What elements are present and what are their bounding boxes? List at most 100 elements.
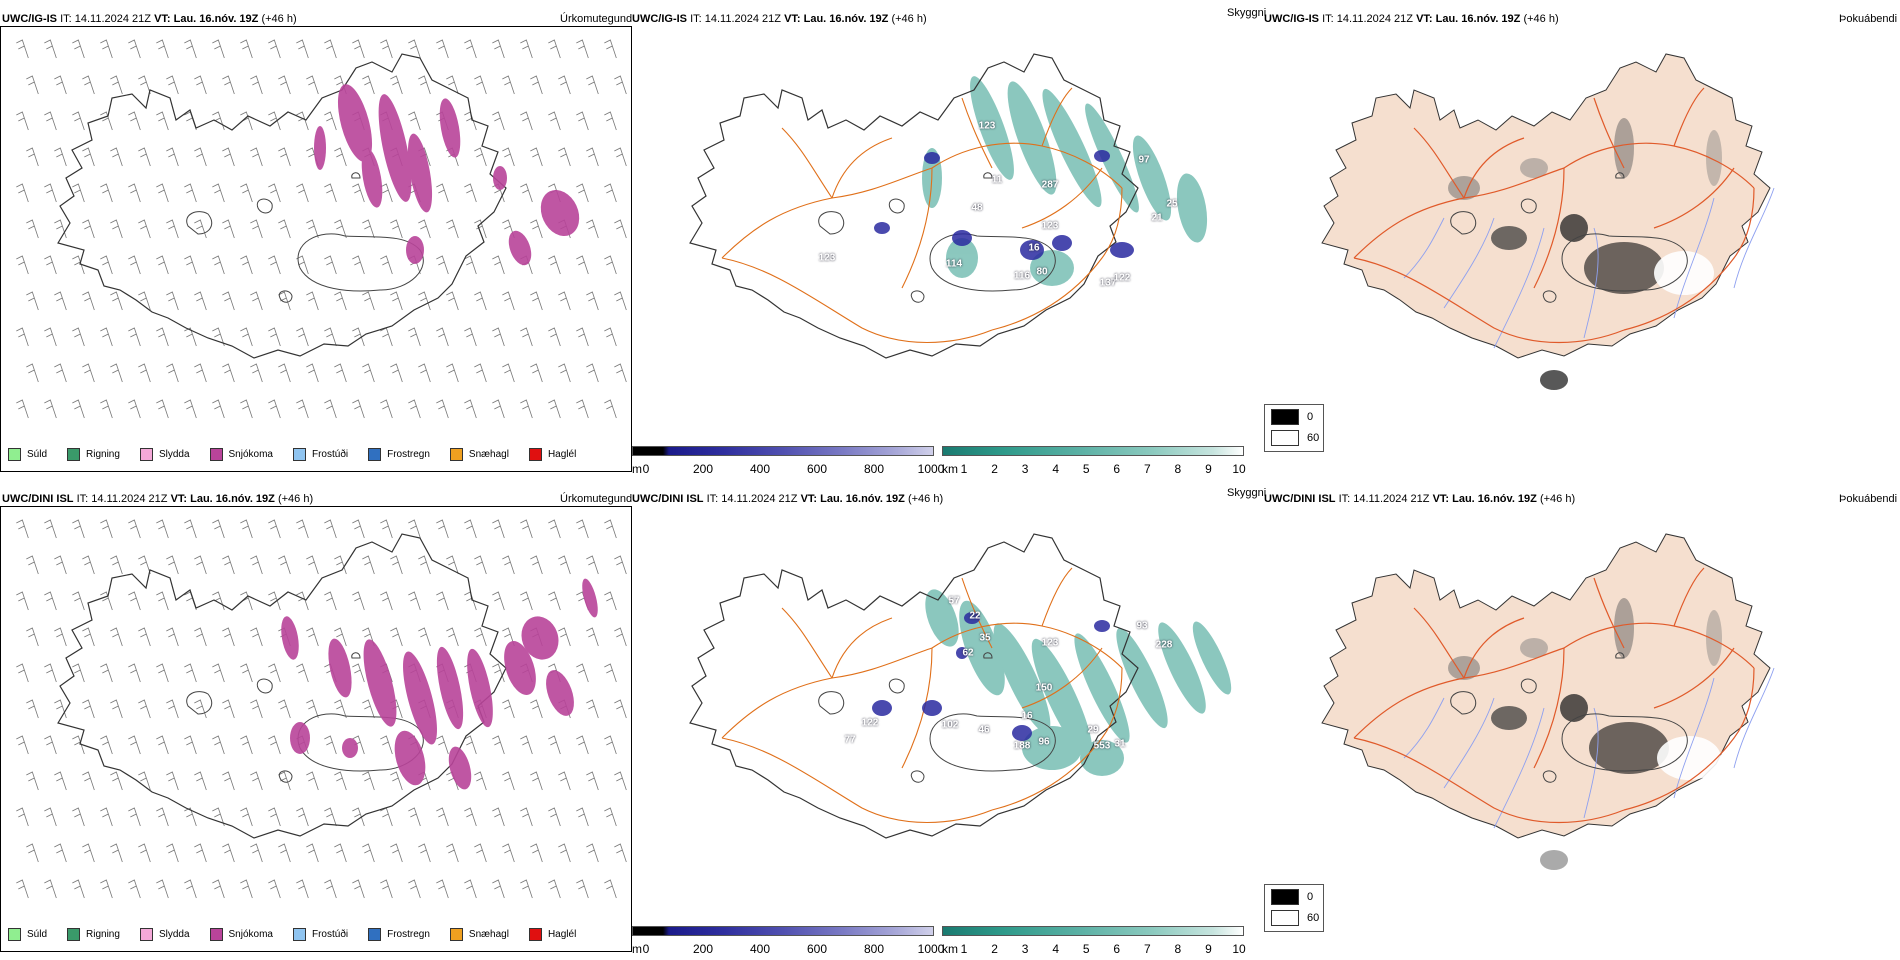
fog-legend-label: 60: [1307, 432, 1320, 444]
legend-item-slydda: Slydda: [139, 928, 190, 941]
visibility-panel: UWC/DINI ISL IT: 14.11.2024 21Z VT: Lau.…: [632, 487, 1266, 956]
precip-type-legend: Súld Rigning Slydda Snjókoma Frostúði Frostre…: [8, 928, 596, 941]
visibility-teal: [925, 589, 1232, 776]
precip-type-legend: Súld Rigning Slydda Snjókoma Frostúði Frostre…: [8, 448, 596, 461]
legend-item-snæhagl: Snæhagl: [449, 448, 509, 461]
fog-legend-swatch: [1271, 409, 1299, 425]
visibility-gradient: [942, 926, 1244, 936]
legend-label: Snjókoma: [228, 449, 273, 460]
visibility-value-label: 114: [945, 258, 963, 270]
precip-panel: UWC/DINI ISL IT: 14.11.2024 21Z VT: Lau.…: [0, 490, 632, 952]
legend-label: Súld: [27, 449, 48, 460]
visibility-value-label: 287: [1041, 179, 1059, 191]
lead-time: (+46 h): [1523, 13, 1559, 25]
legend-item-snjókoma: Snjókoma: [209, 928, 273, 941]
visibility-value-labels: 57 22 35 62 123 93 228 150 16 122 77 102 46 188 96 29 55…: [632, 508, 1264, 918]
iceland-outline: [57, 53, 507, 359]
visibility-value-label: 123: [1041, 220, 1059, 232]
visibility-value-label: 123: [978, 120, 996, 132]
visibility-header: UWC/IG-IS IT: 14.11.2024 21Z VT: Lau. 16…: [632, 13, 927, 25]
height_bar-tick: 0: [642, 942, 650, 956]
visibility-value-label: 31: [1114, 738, 1126, 750]
legend-swatch: [368, 448, 382, 461]
init-time: 14.11.2024 21Z: [74, 13, 151, 25]
legend-item-snæhagl: Snæhagl: [449, 928, 509, 941]
iceland-outline: [689, 53, 1139, 359]
legend-item-frostúði: Frostúði: [292, 928, 348, 941]
height_bar-tick: 800: [863, 942, 885, 956]
forecast-row-dini-isl: UWC/DINI ISL IT: 14.11.2024 21Z VT: Lau.…: [0, 487, 1900, 956]
visibility-value-label: 62: [962, 647, 974, 659]
wind-barbs: [16, 39, 627, 419]
fog-legend-item: 60: [1271, 910, 1319, 926]
precip-panel: UWC/IG-IS IT: 14.11.2024 21Z VT: Lau. 16…: [0, 10, 632, 472]
lead-time: (+46 h): [261, 13, 297, 25]
legend-item-rigning: Rigning: [67, 448, 120, 461]
visibility-value-labels: 123 11 48 287 97 25 21 123 16 123 114 116 80 137 122: [632, 28, 1264, 438]
vis_bar-tick: 6: [1113, 942, 1121, 956]
legend-item-súld: Súld: [8, 928, 47, 941]
height-gradient: [632, 446, 934, 456]
vis_bar-tick: 2: [991, 942, 998, 956]
visibility-value-label: 102: [941, 719, 959, 731]
vis_bar-tick: 7: [1143, 942, 1151, 956]
height_bar-tick: 600: [806, 942, 828, 956]
visibility-value-label: 25: [1166, 198, 1178, 210]
height_bar-tick: 1000: [917, 942, 945, 956]
visibility-value-label: 116: [1013, 270, 1031, 282]
visibility-colorbar: km 1 2 3 4 5 6 7 8 9 10: [942, 926, 1247, 960]
height-gradient: [632, 926, 934, 936]
visibility-value-label: 80: [1036, 266, 1048, 278]
vis_bar-tick: 4: [1052, 942, 1059, 956]
vis_bar-tick: 5: [1082, 942, 1090, 956]
model-name: UWC/DINI ISL: [1264, 493, 1336, 505]
glacier-outlines: [818, 652, 1056, 783]
visibility-map: [689, 53, 1208, 359]
legend-label: Haglél: [547, 929, 577, 940]
legend-swatch: [528, 928, 542, 941]
model-name: UWC/DINI ISL: [632, 493, 704, 505]
legend-swatch: [8, 448, 21, 461]
lead-time: (+46 h): [907, 493, 944, 505]
model-name: UWC/IG-IS: [2, 13, 57, 25]
visibility-map: [689, 533, 1232, 839]
legend-swatch: [449, 928, 463, 941]
visibility-blue: [874, 150, 1134, 260]
fog-map: [1321, 53, 1775, 390]
fog-grey-areas: [1448, 118, 1722, 390]
road-lines: [721, 87, 1123, 344]
visibility-value-label: 122: [861, 717, 879, 729]
visibility-value-label: 16: [1028, 242, 1040, 254]
snow-areas: [281, 578, 598, 790]
glacier-outlines: [1450, 652, 1688, 783]
visibility-value-label: 35: [979, 632, 991, 644]
legend-item-rigning: Rigning: [67, 928, 120, 941]
valid-time: Lau. 16.nóv. 19Z: [803, 13, 889, 25]
legend-label: Súld: [27, 929, 48, 940]
visibility-value-label: 93: [1136, 620, 1148, 632]
visibility-value-label: 122: [1113, 272, 1131, 284]
fog-header: UWC/DINI ISL IT: 14.11.2024 21Z VT: Lau.…: [1264, 493, 1576, 505]
legend-label: Frostregn: [387, 449, 430, 460]
visibility-header: UWC/DINI ISL IT: 14.11.2024 21Z VT: Lau.…: [632, 493, 944, 505]
visibility-value-label: 46: [978, 724, 990, 736]
legend-item-frostúði: Frostúði: [292, 448, 348, 461]
visibility-colorbar: km 1 2 3 4 5 6 7 8 9 10: [942, 446, 1247, 480]
legend-swatch: [292, 928, 306, 941]
vis_bar-tick: 4: [1052, 462, 1059, 476]
legend-swatch: [139, 448, 153, 461]
legend-item-haglél: Haglél: [528, 448, 576, 461]
lead-time: (+46 h): [891, 13, 927, 25]
visibility-value-label: 123: [1041, 637, 1059, 649]
init-time: 14.11.2024 21Z: [721, 493, 798, 505]
valid-time: Lau. 16.nóv. 19Z: [173, 13, 259, 25]
legend-label: Slydda: [158, 929, 190, 940]
fog-legend-label: 60: [1307, 912, 1320, 924]
visibility-teal: [922, 76, 1208, 286]
height_bar-tick: 400: [749, 462, 771, 476]
valid-time: Lau. 16.nóv. 19Z: [820, 493, 905, 505]
visibility-value-label: 150: [1035, 682, 1053, 694]
fog-legend: 0 60: [1264, 884, 1324, 932]
fog-legend-label: 0: [1307, 411, 1314, 423]
visibility-value-label: 57: [948, 595, 960, 607]
